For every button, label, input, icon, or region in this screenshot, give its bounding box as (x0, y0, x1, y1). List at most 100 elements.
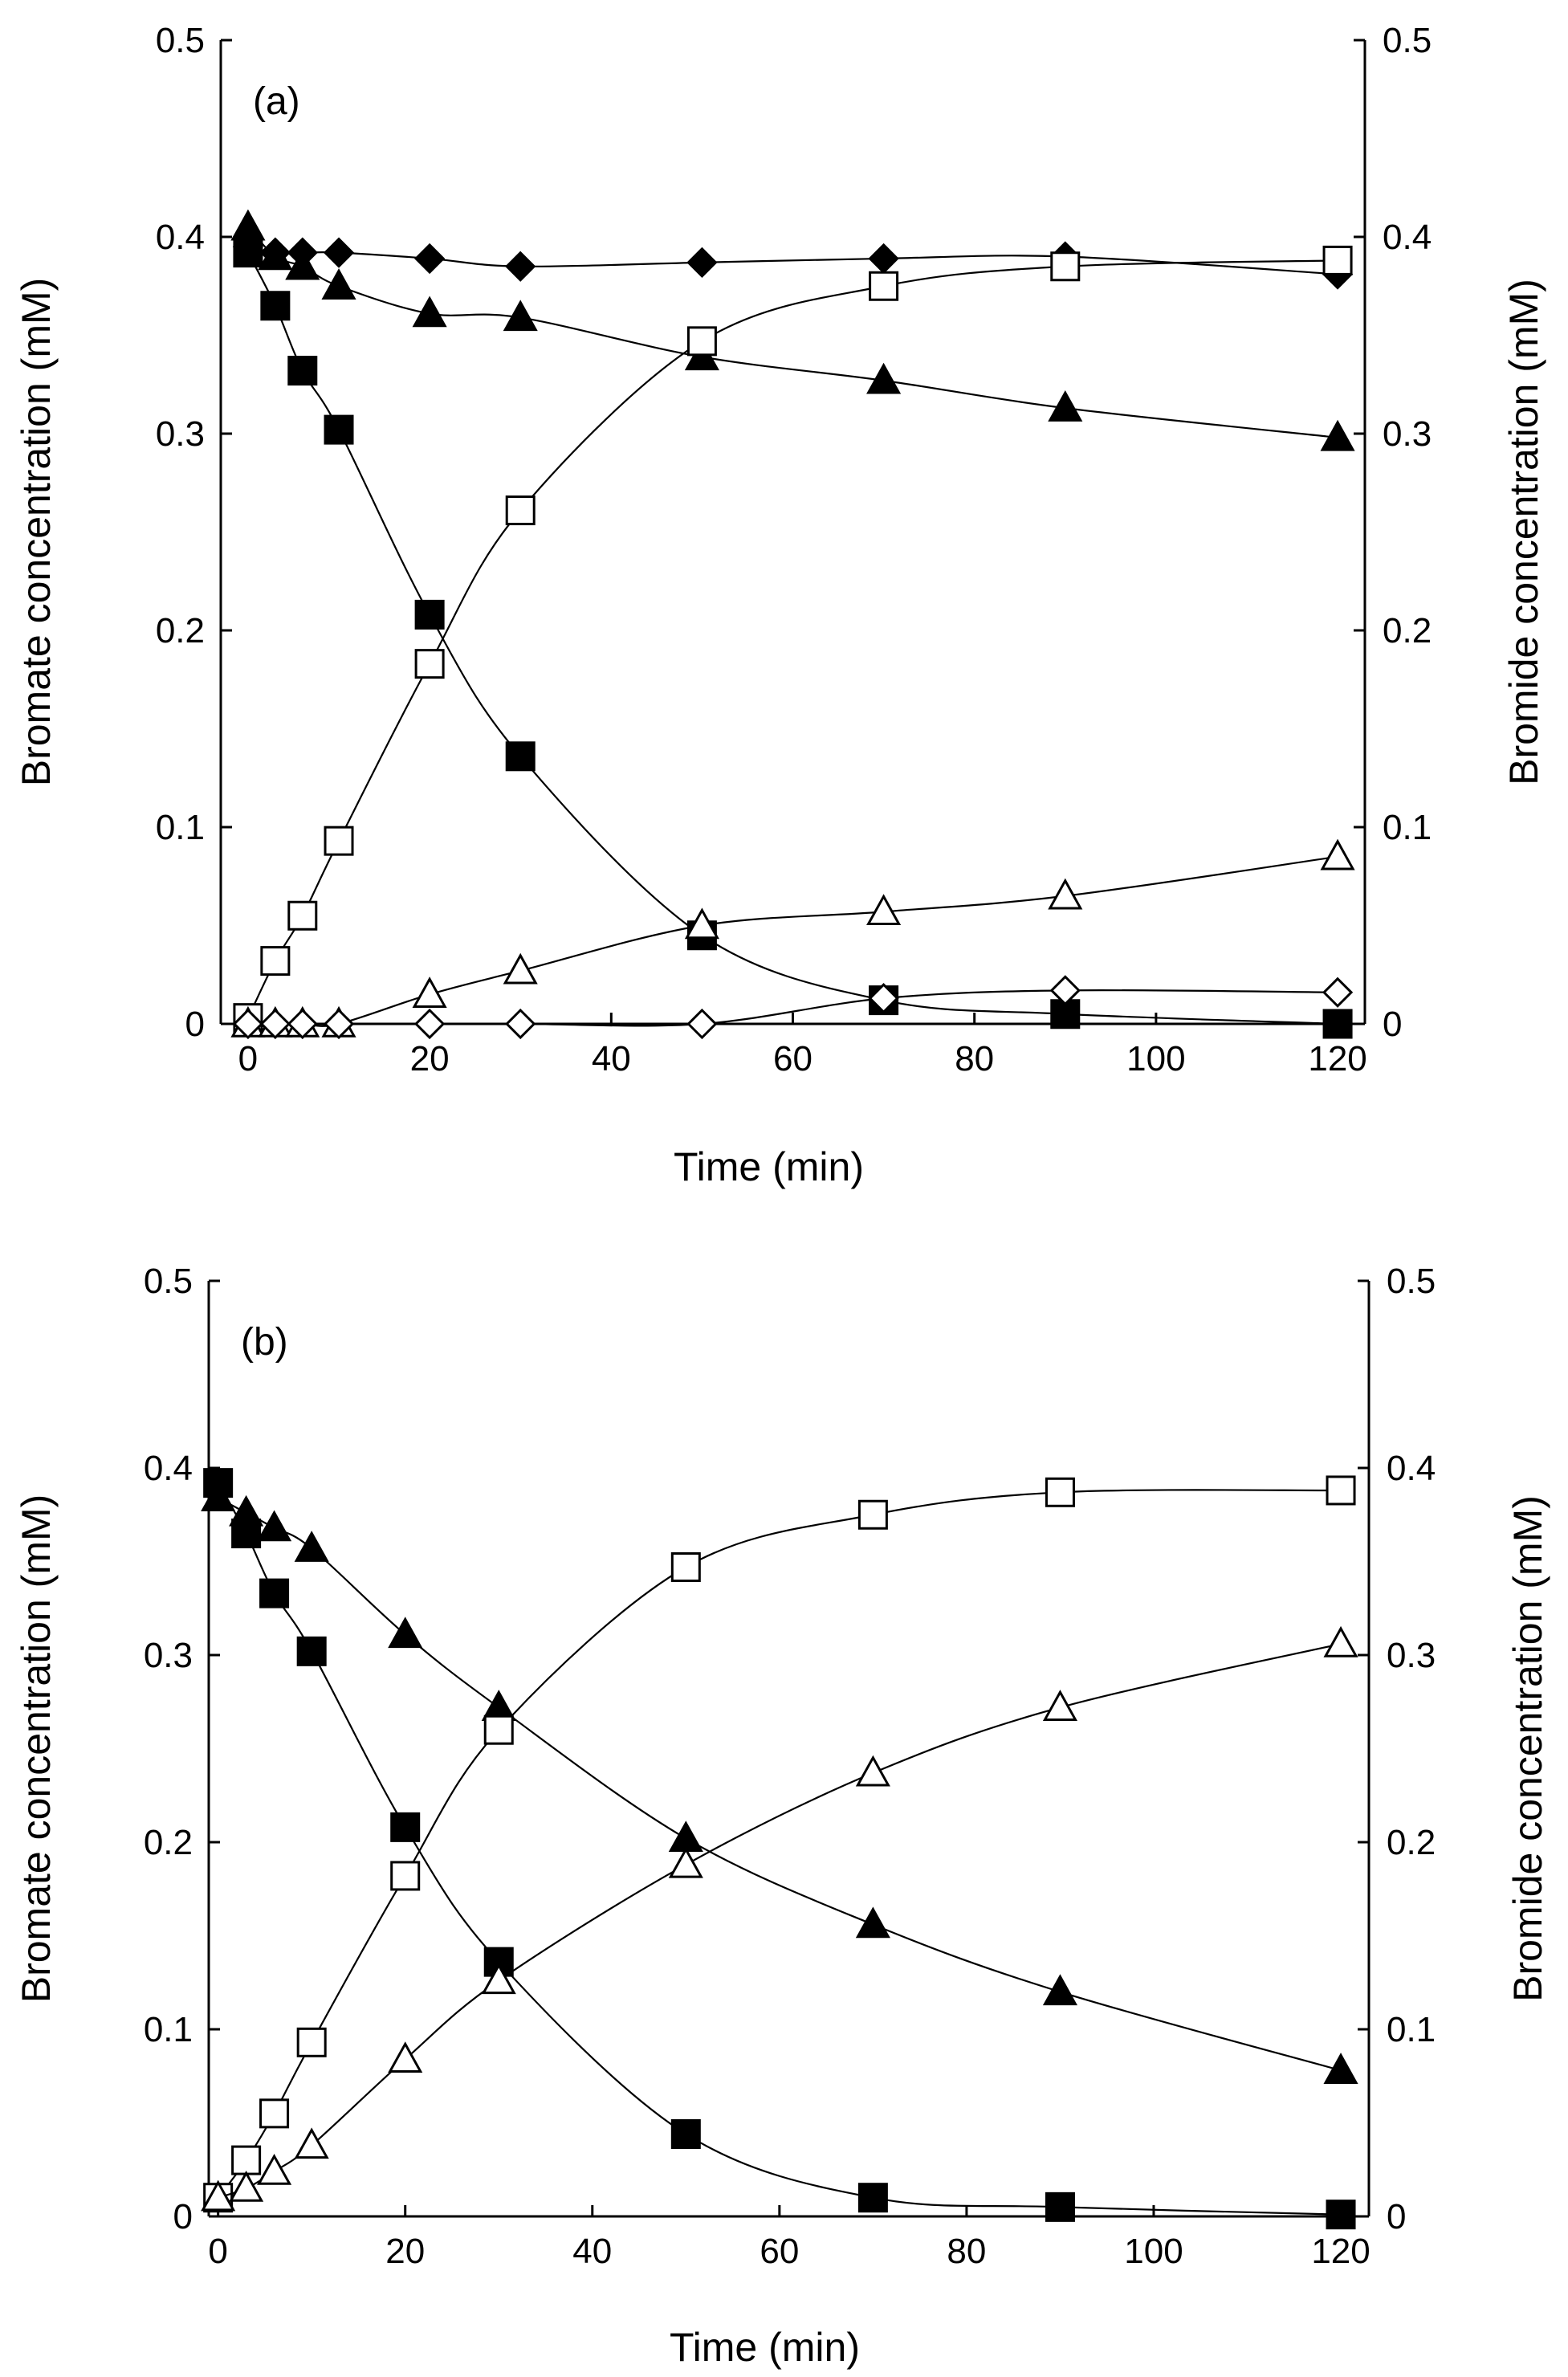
panel-a-series-4-point (684, 907, 719, 940)
panel-b-y-tick-label-left: 0.2 (144, 1823, 193, 1862)
panel-b-series-3-line (218, 1642, 1342, 2199)
panel-b-series-1-point (201, 1480, 236, 1511)
panel-a-series-0 (232, 231, 1354, 290)
panel-a-series-3-point (686, 326, 717, 357)
panel-a-series-4 (230, 838, 1355, 1038)
panel-a-series-5-point (505, 1008, 536, 1040)
panel-a-series-3-point (414, 649, 445, 679)
panel-b-series-0-point (390, 1812, 421, 1842)
panel-a-x-tick-label: 20 (410, 1039, 450, 1078)
panel-b-series-3 (201, 1625, 1358, 2212)
panel-a-series-0-point (323, 237, 355, 268)
panel-a: 0 0.1 0.2 0.3 0.4 0.5 0 0.1 0.2 0.3 0.4 0.5 0 20 40 60 8… (14, 21, 1546, 1189)
panel-a-y-tick-label-right: 0.1 (1383, 808, 1432, 847)
panel-a-series-3-point (1050, 251, 1081, 282)
panel-b-series-0 (203, 1468, 1356, 2230)
panel-b-y-tick-label-left: 0.5 (144, 1262, 193, 1301)
panel-b-series-0-point (857, 2183, 888, 2213)
panel-a-series-2-point (260, 291, 291, 321)
panel-a-x-tick-label: 100 (1126, 1039, 1185, 1078)
panel-a-series-3-point (505, 495, 536, 526)
panel-a-y-tick-label-left: 0 (185, 1005, 205, 1044)
panel-a-y-tick-label-left: 0.2 (156, 611, 205, 650)
panel-b-series-2-point (259, 2098, 290, 2129)
panel-a-series-4-line (247, 855, 1338, 1027)
panel-a-x-tick-label: 0 (238, 1039, 258, 1078)
panel-a-series-4-point (1320, 838, 1355, 870)
panel-a-series-2-point (233, 238, 263, 268)
panel-a-series-4-point (1048, 878, 1083, 910)
panel-a-series-1-point (285, 248, 320, 280)
panel-b-y-tick-label-right: 0.3 (1387, 1636, 1436, 1675)
panel-b-series-3-point (294, 2127, 329, 2159)
panel-b-series-1-point (1042, 1974, 1077, 2006)
panel-a-series-2-point (324, 414, 354, 445)
panel-b-x-tick-label: 100 (1124, 2232, 1183, 2271)
panel-a-series-2 (233, 238, 1353, 1039)
panel-a-x-tick-label: 80 (955, 1039, 994, 1078)
panel-a-series-1-point (258, 239, 293, 271)
panel-b-series-3-point (257, 2153, 292, 2185)
panel-b-series-3-point (388, 2041, 423, 2073)
panel-a-series-3-point (287, 900, 318, 931)
panel-a-y-tick-label-right: 0.3 (1383, 414, 1432, 454)
panel-a-y-tick-label-left: 0.1 (156, 808, 205, 847)
panel-b: 0 0.1 0.2 0.3 0.4 0.5 0 0.1 0.2 0.3 0.4 0.5 0 20 40 60 8… (14, 1262, 1550, 2370)
panel-b-x-tick-label: 40 (572, 2232, 612, 2271)
panel-b-series-1-point (855, 1906, 890, 1939)
panel-b-series-2-point (296, 2027, 327, 2057)
panel-b-y-tick-label-right: 0.1 (1387, 2010, 1436, 2049)
panel-a-series-5-point (287, 1008, 318, 1040)
panel-b-series-1-point (294, 1531, 329, 1562)
panel-a-series-1-line (247, 226, 1338, 438)
panel-a-x-tick-label: 40 (592, 1039, 631, 1078)
panel-b-series-2-point (1045, 1477, 1075, 1507)
panel-b-y-axis-label-right: Bromide concentration (mM) (1505, 1495, 1550, 2002)
panel-a-series-1 (230, 209, 1355, 451)
panel-a-y-axis-label-right: Bromide concentration (mM) (1501, 279, 1546, 785)
panel-b-series-0-line (217, 1482, 1342, 2216)
panel-b-series-0-point (259, 1578, 290, 1608)
panel-a-series-1-point (866, 362, 902, 394)
panel-b-x-tick-label: 0 (208, 2232, 227, 2271)
panel-a-series-5-point (413, 1008, 446, 1040)
panel-a-y-axis-label-left: Bromate concentration (mM) (14, 278, 59, 787)
panel-a-y-tick-label-left: 0.4 (156, 218, 205, 257)
panel-a-series-2-point (287, 356, 318, 386)
panel-a-series-2-point (1322, 1009, 1353, 1039)
panel-b-series-2 (203, 1475, 1356, 2213)
panel-a-series-4-point (412, 976, 447, 1008)
panel-a-x-tick-label: 60 (773, 1039, 813, 1078)
panel-b-series-2-point (857, 1499, 888, 1530)
panel-b-series-0-point (670, 2118, 701, 2149)
panel-b-x-axis-label: Time (min) (670, 2325, 860, 2370)
panel-a-y-tick-label-right: 0.5 (1383, 21, 1432, 60)
panel-a-series-3-point (324, 826, 354, 856)
panel-a-y-tick-label-right: 0.2 (1383, 611, 1432, 650)
panel-b-series-0-point (296, 1636, 327, 1666)
panel-a-series-5-point (323, 1008, 355, 1040)
panel-a-series-2-line (246, 252, 1338, 1025)
panel-b-series-2-point (1326, 1475, 1356, 1506)
panel-a-series-5-point (1049, 975, 1081, 1006)
panel-b-label: (b) (241, 1321, 288, 1364)
panel-b-series-3-point (668, 1846, 703, 1878)
panel-a-y-tick-label-right: 0.4 (1383, 218, 1432, 257)
panel-a-series-5-point (259, 1008, 291, 1040)
panel-a-y-tick-label-left: 0.5 (156, 21, 205, 60)
panel-b-series-3-point (1042, 1690, 1077, 1721)
panel-a-series-3-line (246, 259, 1338, 1019)
panel-a-series-3-point (260, 946, 291, 976)
panel-b-series-1-point (257, 1510, 292, 1542)
panel-b-y-tick-label-right: 0.5 (1387, 1262, 1436, 1301)
panel-b-series-3-point (201, 2179, 236, 2212)
panel-a-label: (a) (253, 80, 300, 123)
panel-b-y-tick-label-right: 0.2 (1387, 1823, 1436, 1862)
panel-a-series-1-point (1048, 390, 1083, 422)
panel-b-y-tick-label-right: 0.4 (1387, 1449, 1436, 1488)
panel-a-x-tick-label: 120 (1308, 1039, 1366, 1078)
panel-b-series-2-point (670, 1551, 701, 1582)
panel-b-series-0-point (1326, 2200, 1356, 2230)
panel-b-y-tick-label-right: 0 (1387, 2197, 1406, 2236)
